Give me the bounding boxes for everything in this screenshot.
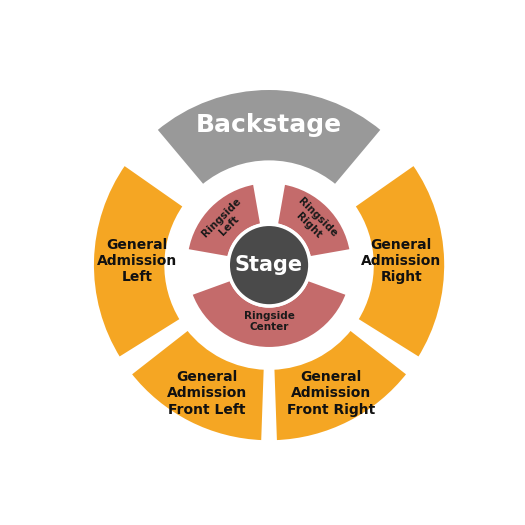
Wedge shape — [272, 329, 408, 442]
Text: Ringside
Center: Ringside Center — [244, 311, 295, 332]
Text: General
Admission
Front Left: General Admission Front Left — [167, 370, 247, 417]
Text: Backstage: Backstage — [196, 113, 342, 137]
Wedge shape — [92, 164, 185, 359]
Text: General
Admission
Front Right: General Admission Front Right — [287, 370, 375, 417]
Text: Ringside
Right: Ringside Right — [287, 195, 339, 247]
Text: General
Admission
Right: General Admission Right — [361, 238, 442, 285]
Text: General
Admission
Left: General Admission Left — [97, 238, 177, 285]
Wedge shape — [191, 279, 348, 349]
Wedge shape — [187, 183, 262, 258]
Circle shape — [228, 224, 310, 306]
Wedge shape — [130, 329, 266, 442]
Text: Stage: Stage — [235, 255, 303, 275]
Wedge shape — [276, 183, 351, 258]
Wedge shape — [155, 88, 383, 186]
Wedge shape — [353, 164, 446, 359]
Text: Ringside
Left: Ringside Left — [200, 195, 251, 247]
